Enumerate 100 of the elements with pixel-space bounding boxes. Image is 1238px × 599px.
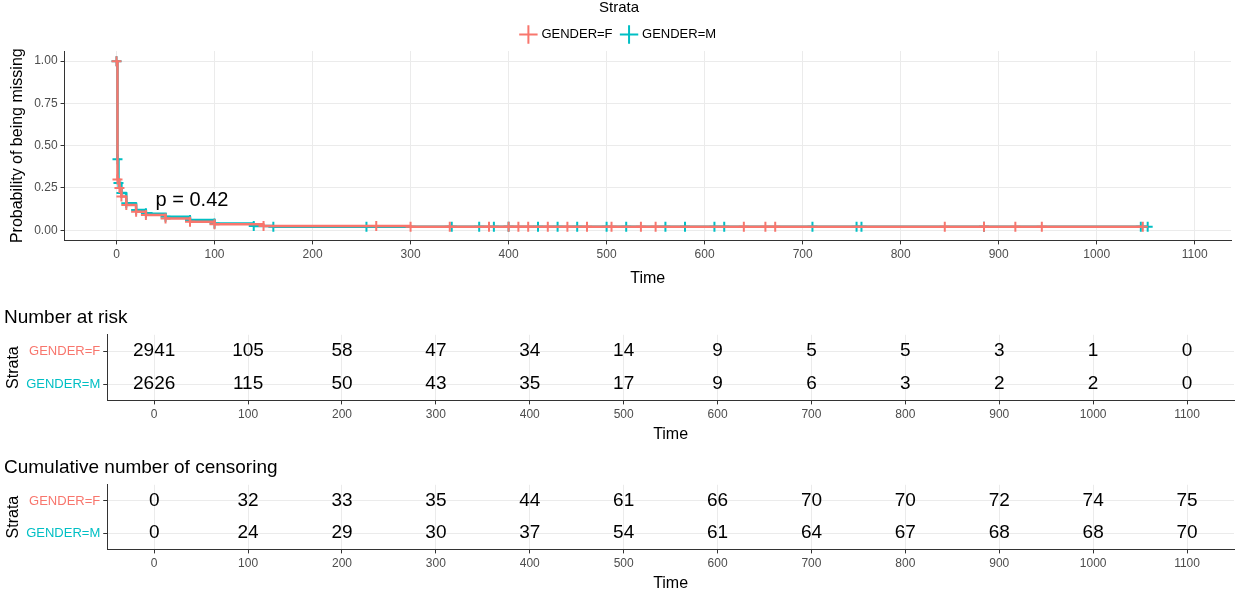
y-tick-label: GENDER=F — [29, 342, 101, 358]
data-label: 5 — [806, 339, 817, 361]
data-label: 75 — [1176, 489, 1198, 511]
y-tick-label: 1.00 — [34, 53, 58, 68]
data-label: 5 — [900, 339, 911, 361]
data-label: 14 — [613, 339, 635, 361]
x-tick-label: 900 — [989, 555, 1010, 570]
chart-title: Cumulative number of censoring — [4, 455, 278, 477]
x-tick-label: 1100 — [1174, 406, 1201, 421]
x-axis-title: Time — [653, 424, 689, 442]
data-label: 29 — [331, 521, 353, 543]
x-tick-label: 0 — [150, 555, 158, 570]
data-label: 72 — [988, 489, 1010, 511]
y-tick-label: GENDER=M — [26, 524, 101, 540]
data-label: 67 — [894, 521, 916, 543]
x-tick-label: 200 — [331, 406, 353, 421]
y-tick-label: GENDER=F — [29, 492, 101, 508]
chart-title: Number at risk — [4, 305, 129, 327]
data-label: 35 — [425, 489, 447, 511]
data-label: 0 — [148, 521, 160, 543]
y-tick-label: 0.50 — [34, 138, 58, 153]
data-label: 32 — [237, 489, 259, 511]
data-label: 0 — [148, 489, 160, 511]
data-label: 0 — [1181, 372, 1193, 394]
data-label: 34 — [519, 339, 541, 361]
x-tick-label: 1000 — [1083, 246, 1111, 261]
x-tick-label: 400 — [519, 406, 541, 421]
x-tick-label: 600 — [707, 555, 728, 570]
data-label: 35 — [519, 372, 541, 394]
data-label: 105 — [232, 339, 264, 361]
data-label: 44 — [519, 489, 541, 511]
y-axis-title: Strata — [4, 495, 22, 539]
data-label: 68 — [988, 521, 1010, 543]
data-label: 66 — [707, 489, 729, 511]
x-tick-label: 1100 — [1181, 246, 1208, 261]
data-label: 43 — [425, 372, 447, 394]
x-tick-label: 700 — [801, 406, 822, 421]
data-label: 70 — [894, 489, 916, 511]
data-label: 3 — [900, 372, 911, 394]
x-axis-title: Time — [653, 573, 689, 591]
data-label: 58 — [331, 339, 353, 361]
y-axis-title: Probability of being missing — [8, 48, 26, 244]
x-tick-label: 900 — [989, 406, 1010, 421]
x-tick-label: 800 — [890, 246, 911, 261]
data-label: 70 — [800, 489, 823, 511]
x-tick-label: 500 — [596, 246, 617, 261]
data-label: 2 — [1087, 372, 1099, 394]
data-label: 6 — [806, 372, 817, 394]
x-tick-label: 100 — [238, 555, 259, 570]
x-tick-label: 800 — [895, 555, 916, 570]
data-label: 1 — [1087, 339, 1099, 361]
x-tick-label: 0 — [113, 246, 121, 261]
x-tick-label: 400 — [498, 246, 519, 261]
x-tick-label: 500 — [613, 555, 634, 570]
data-label: 115 — [232, 372, 264, 394]
data-label: 3 — [993, 339, 1005, 361]
annotation: p = 0.42 — [155, 188, 229, 211]
data-label: 2941 — [133, 339, 176, 361]
data-label: 37 — [519, 521, 541, 543]
x-tick-label: 800 — [895, 406, 916, 421]
data-label: 30 — [425, 521, 447, 543]
data-label: 54 — [613, 521, 635, 543]
x-tick-label: 300 — [400, 246, 421, 261]
data-label: 61 — [613, 489, 635, 511]
legend-label: GENDER=F — [541, 26, 613, 42]
x-tick-label: 200 — [331, 555, 353, 570]
y-tick-label: 0.25 — [34, 180, 58, 195]
data-label: 9 — [712, 372, 723, 394]
x-tick-label: 600 — [694, 246, 715, 261]
data-label: 24 — [237, 521, 260, 543]
x-tick-label: 100 — [238, 406, 259, 421]
data-label: 9 — [712, 339, 723, 361]
x-tick-label: 1000 — [1079, 555, 1107, 570]
x-tick-label: 600 — [707, 406, 728, 421]
data-label: 33 — [331, 489, 353, 511]
data-label: 0 — [1181, 339, 1193, 361]
x-tick-label: 700 — [801, 555, 822, 570]
y-tick-label: GENDER=M — [26, 375, 101, 391]
x-tick-label: 100 — [204, 246, 225, 261]
x-axis-title: Time — [630, 268, 666, 286]
legend-title: Strata — [598, 0, 640, 15]
x-tick-label: 1000 — [1079, 406, 1107, 421]
x-tick-label: 500 — [613, 406, 634, 421]
x-tick-label: 300 — [425, 406, 447, 421]
y-tick-label: 0.00 — [34, 222, 58, 237]
data-label: 68 — [1082, 521, 1104, 543]
y-tick-label: 0.75 — [34, 95, 58, 110]
x-tick-label: 300 — [425, 555, 447, 570]
y-axis-title: Strata — [4, 346, 22, 389]
x-tick-label: 700 — [792, 246, 813, 261]
data-label: 2 — [993, 372, 1005, 394]
data-label: 2626 — [133, 372, 176, 394]
data-label: 47 — [425, 339, 447, 361]
x-tick-label: 400 — [519, 555, 541, 570]
x-tick-label: 200 — [302, 246, 323, 261]
legend-label: GENDER=M — [642, 26, 717, 42]
data-label: 50 — [331, 372, 353, 394]
data-label: 70 — [1176, 521, 1198, 543]
data-label: 64 — [800, 521, 823, 543]
x-tick-label: 1100 — [1174, 555, 1201, 570]
